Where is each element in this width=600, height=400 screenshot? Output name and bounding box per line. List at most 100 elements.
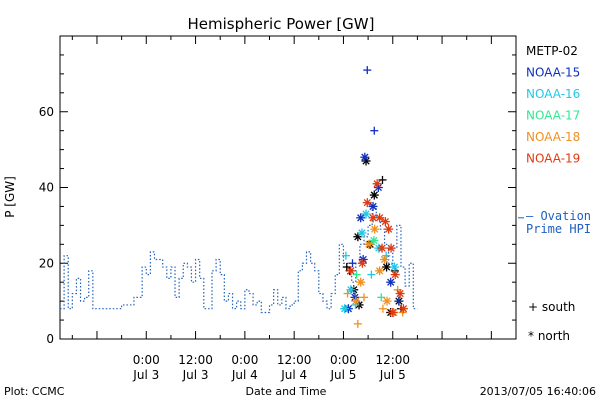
data-point-noaa-15 [360, 152, 370, 162]
data-point-noaa-19 [377, 243, 387, 253]
star-ray [363, 199, 371, 207]
y-tick-label: 40 [39, 181, 54, 195]
ovation-label-1: — Ovation [526, 209, 591, 223]
x-tick-time: 12:00 [277, 353, 312, 367]
x-tick-date: Jul 5 [379, 368, 406, 382]
data-point-noaa-16 [361, 209, 371, 219]
legend-noaa-18: NOAA-18 [526, 130, 580, 144]
data-point-noaa-15 [370, 126, 379, 135]
x-tick-date: Jul 3 [182, 368, 209, 382]
star-ray [385, 225, 393, 233]
star-ray [389, 308, 397, 317]
legend: METP-02 NOAA-15 NOAA-16 NOAA-17 NOAA-18 NOAA-… [526, 44, 580, 343]
x-axis-label: Date and Time [246, 385, 327, 398]
data-point-noaa-19 [362, 198, 372, 208]
star-ray [373, 180, 381, 188]
data-point-noaa-18 [364, 239, 374, 249]
star-ray [399, 305, 408, 313]
data-point-noaa-18 [353, 319, 362, 328]
data-point-noaa-19 [398, 304, 408, 314]
x-tick-date: Jul 4 [280, 368, 307, 382]
star-ray [378, 244, 386, 252]
data-point-noaa-18 [360, 293, 368, 302]
data-point-metp-02 [369, 190, 379, 200]
marker-legend-north: * north [528, 329, 570, 343]
data-point-noaa-19 [375, 213, 385, 223]
data-point-noaa-19 [386, 243, 396, 253]
data-point-noaa-15 [356, 213, 366, 223]
data-point-noaa-18 [382, 296, 392, 306]
data-point-noaa-19 [346, 266, 356, 276]
star-ray [362, 210, 370, 218]
star-ray [369, 214, 377, 222]
x-tick-date: Jul 3 [132, 368, 159, 382]
data-point-noaa-18 [375, 266, 385, 276]
data-point-noaa-16 [367, 270, 376, 279]
x-tick-date: Jul 4 [231, 368, 258, 382]
data-point-noaa-16 [341, 251, 350, 260]
star-ray [375, 267, 384, 275]
y-axis-label: P [GW] [3, 176, 17, 218]
data-point-noaa-17 [369, 236, 379, 246]
ovation-series [60, 205, 524, 314]
data-point-noaa-19 [390, 270, 400, 280]
star-ray [358, 229, 366, 237]
data-point-noaa-15 [394, 297, 403, 306]
y-tick-labels: 0 20 40 60 [39, 105, 54, 346]
star-ray [357, 278, 365, 286]
star-ray [351, 293, 359, 301]
ovation-line [60, 205, 418, 314]
data-point-noaa-18 [370, 224, 380, 234]
data-point-noaa-15 [368, 201, 378, 211]
star-ray [370, 236, 378, 245]
star-ray [396, 289, 404, 298]
star-ray [391, 270, 399, 279]
x-tick-time: 0:00 [133, 353, 160, 367]
star-ray [362, 157, 370, 165]
star-ray [365, 240, 373, 248]
y-tick-label: 60 [39, 105, 54, 119]
x-tick-time: 0:00 [231, 353, 258, 367]
data-point-noaa-19 [395, 289, 405, 299]
data-point-noaa-18 [351, 296, 361, 306]
x-tick-date: Jul 5 [329, 368, 356, 382]
data-point-noaa-19 [388, 307, 398, 317]
x-tick-time: 12:00 [375, 353, 410, 367]
legend-noaa-16: NOAA-16 [526, 87, 580, 101]
star-ray [347, 267, 355, 275]
data-point-noaa-19 [380, 217, 390, 227]
star-ray [387, 278, 395, 286]
star-ray [352, 297, 360, 305]
y-tick-label: 20 [39, 256, 54, 270]
legend-noaa-19: NOAA-19 [526, 152, 580, 166]
data-point-metp-02 [378, 175, 387, 184]
data-point-noaa-18 [356, 277, 366, 287]
ovation-label-2: Prime HPI [526, 222, 591, 236]
data-point-metp-02 [342, 263, 351, 272]
satellite-points [340, 66, 408, 328]
chart-title: Hemispheric Power [GW] [188, 15, 375, 33]
axis-ticks [60, 35, 517, 340]
data-point-noaa-15 [363, 66, 372, 75]
data-point-metp-02 [382, 262, 392, 272]
data-point-noaa-19 [372, 179, 382, 189]
plot-frame [59, 35, 517, 340]
star-ray [382, 263, 391, 271]
star-ray [381, 217, 390, 226]
data-point-noaa-18 [343, 289, 352, 298]
star-ray [387, 244, 395, 252]
star-ray [369, 202, 377, 211]
data-point-noaa-17 [352, 270, 361, 279]
legend-noaa-15: NOAA-15 [526, 66, 580, 80]
star-ray [375, 214, 384, 222]
star-ray [380, 255, 389, 264]
data-point-noaa-19 [357, 258, 367, 268]
data-point-noaa-19 [384, 224, 394, 234]
data-point-noaa-17 [377, 293, 386, 302]
data-point-noaa-15 [386, 277, 396, 287]
data-point-noaa-16 [357, 228, 367, 238]
star-ray [390, 263, 399, 271]
data-point-noaa-18 [378, 304, 387, 313]
